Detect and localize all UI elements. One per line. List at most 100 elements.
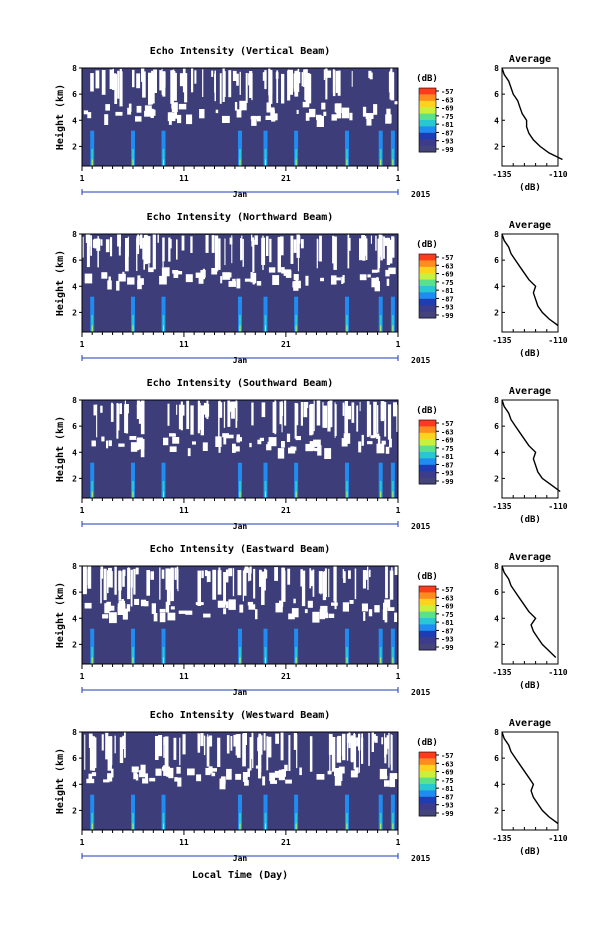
no-data-gaps xyxy=(84,732,398,790)
no-data-gap xyxy=(90,73,94,92)
no-data-gap xyxy=(307,600,313,608)
no-data-gap xyxy=(320,571,322,595)
no-data-gap xyxy=(351,402,355,423)
panel-1: Echo Intensity (Vertical Beam) 2 4 6 8 Height… xyxy=(54,45,568,199)
echo-strips xyxy=(90,628,395,664)
echo-strip-core xyxy=(91,315,94,332)
echo-strip-core xyxy=(379,481,382,498)
no-data-gap xyxy=(251,732,253,759)
avg-y-tick-label: 2 xyxy=(494,142,499,151)
no-data-gap xyxy=(127,567,130,580)
colorbar-swatch xyxy=(419,132,436,140)
no-data-gap xyxy=(202,442,208,451)
no-data-gap xyxy=(391,236,395,251)
echo-strip-peak xyxy=(265,325,266,332)
no-data-gap xyxy=(107,570,109,594)
y-tick-label: 8 xyxy=(72,728,77,737)
colorbar-swatch xyxy=(419,445,436,453)
no-data-gap xyxy=(100,239,103,246)
no-data-gap xyxy=(253,568,256,599)
echo-strip xyxy=(294,130,299,166)
no-data-gap xyxy=(171,433,176,437)
echo-strip-core xyxy=(91,813,94,830)
colorbar-swatch xyxy=(419,279,436,287)
echo-strip xyxy=(90,296,95,332)
no-data-gap xyxy=(170,568,174,602)
colorbar-tick-label: -63 xyxy=(441,428,454,436)
no-data-gap xyxy=(145,773,148,781)
no-data-gap xyxy=(388,72,392,93)
echo-strip-peak xyxy=(265,491,266,498)
echo-strip-core xyxy=(162,315,165,332)
x-tick-label: 1 xyxy=(80,340,85,349)
no-data-gap xyxy=(304,69,308,101)
colorbar-tick-label: -69 xyxy=(441,105,454,113)
y-axis-label: Height (km) xyxy=(54,582,66,648)
no-data-gap xyxy=(381,440,386,445)
no-data-gap xyxy=(178,404,183,430)
no-data-gap xyxy=(364,235,367,256)
no-data-gap xyxy=(303,402,308,418)
no-data-gap xyxy=(163,437,169,446)
echo-strip xyxy=(238,628,242,664)
no-data-gap xyxy=(242,733,246,767)
no-data-gap xyxy=(226,768,232,780)
no-data-gap xyxy=(309,404,313,436)
x-tick-label: 21 xyxy=(281,838,291,847)
no-data-gap xyxy=(249,71,253,98)
no-data-gap xyxy=(313,400,315,432)
echo-strip xyxy=(390,296,395,332)
no-data-gap xyxy=(143,234,148,265)
avg-y-tick-label: 2 xyxy=(494,308,499,317)
no-data-gap xyxy=(222,68,225,102)
no-data-gap xyxy=(333,236,337,270)
no-data-gap xyxy=(140,446,145,458)
no-data-gap xyxy=(124,404,127,433)
echo-strip-peak xyxy=(132,159,134,166)
no-data-gap xyxy=(266,444,272,451)
avg-y-tick-label: 8 xyxy=(494,64,499,73)
no-data-gap xyxy=(385,114,392,124)
no-data-gap xyxy=(132,69,135,88)
no-data-gap xyxy=(239,604,244,613)
no-data-gap xyxy=(194,70,197,84)
colorbar-unit: (dB) xyxy=(416,74,438,84)
no-data-gap xyxy=(159,275,167,285)
no-data-gap xyxy=(358,737,360,773)
no-data-gap xyxy=(125,238,129,272)
no-data-gap xyxy=(227,400,231,427)
no-data-gap xyxy=(101,272,108,279)
echo-strip xyxy=(294,628,299,664)
no-data-gap xyxy=(117,234,121,247)
no-data-gap xyxy=(119,737,124,763)
no-data-gap xyxy=(366,401,370,437)
no-data-gap xyxy=(199,402,201,430)
y-axis-label: Height (km) xyxy=(54,748,66,814)
colorbar-swatch xyxy=(419,292,436,300)
no-data-gap xyxy=(89,735,94,771)
echo-strip xyxy=(345,296,349,332)
no-data-gap xyxy=(386,237,390,265)
no-data-gap xyxy=(111,768,114,778)
no-data-gap xyxy=(212,569,217,600)
no-data-gap xyxy=(161,569,165,579)
no-data-gap xyxy=(130,442,138,452)
no-data-gap xyxy=(322,572,327,601)
no-data-gap xyxy=(388,732,390,768)
no-data-gap xyxy=(351,71,353,87)
echo-strip-core xyxy=(132,813,134,830)
no-data-gap xyxy=(211,235,215,253)
x-tick-label: 1 xyxy=(80,174,85,183)
no-data-gap xyxy=(392,71,394,98)
y-tick-label: 8 xyxy=(72,562,77,571)
no-data-gap xyxy=(386,278,390,286)
no-data-gap xyxy=(97,236,99,268)
no-data-gap xyxy=(259,569,262,587)
echo-strip-core xyxy=(239,647,241,664)
no-data-gap xyxy=(267,441,270,448)
no-data-gap xyxy=(174,777,178,782)
no-data-gap xyxy=(275,602,283,613)
no-data-gap xyxy=(144,110,152,117)
no-data-gap xyxy=(271,113,278,121)
no-data-gap xyxy=(204,570,208,577)
